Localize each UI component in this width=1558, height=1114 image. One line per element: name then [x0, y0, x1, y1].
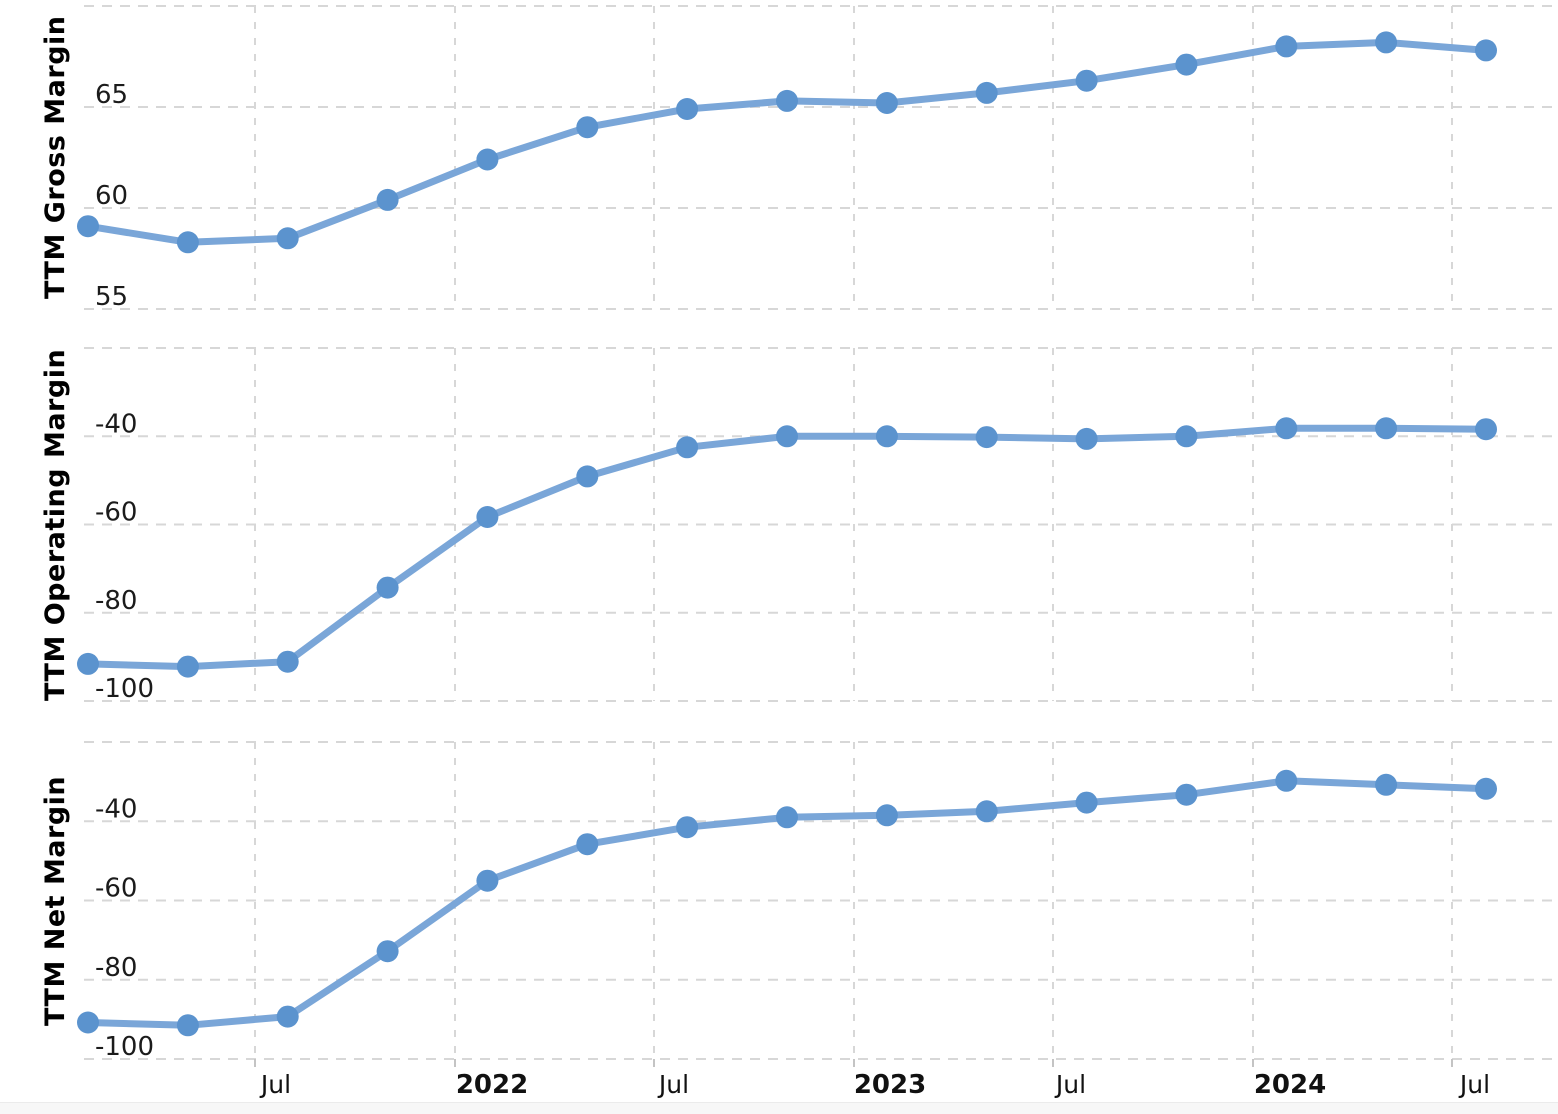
y-tick-label: -80: [95, 586, 137, 616]
data-point[interactable]: [1475, 777, 1497, 800]
data-point[interactable]: [1375, 31, 1398, 54]
data-point[interactable]: [376, 940, 399, 963]
y-axis-title-ttm-gross-margin: TTM Gross Margin: [40, 15, 71, 300]
data-line: [84, 38, 1490, 246]
y-tick-label: -100: [95, 1032, 154, 1062]
data-point[interactable]: [376, 188, 399, 211]
data-point[interactable]: [476, 869, 499, 892]
x-tick-label-2022: 2022: [455, 1070, 529, 1100]
data-point[interactable]: [875, 425, 898, 448]
data-point[interactable]: [376, 576, 399, 599]
data-point[interactable]: [1175, 425, 1198, 448]
y-tick-label: -40: [95, 409, 137, 439]
data-point[interactable]: [176, 1014, 199, 1037]
data-point[interactable]: [1275, 35, 1298, 58]
data-point[interactable]: [1075, 427, 1098, 450]
footer-strip: [0, 1102, 1558, 1114]
data-point[interactable]: [576, 116, 599, 139]
y-axis-title-ttm-operating-margin: TTM Operating Margin: [40, 348, 71, 701]
y-tick-label: 60: [95, 181, 128, 211]
data-point[interactable]: [875, 92, 898, 114]
data-point[interactable]: [776, 425, 798, 448]
data-point[interactable]: [975, 800, 998, 823]
data-point[interactable]: [276, 1005, 299, 1028]
data-point[interactable]: [476, 148, 499, 171]
data-point[interactable]: [176, 655, 199, 678]
data-point[interactable]: [1175, 783, 1198, 806]
data-point[interactable]: [776, 89, 798, 112]
data-point[interactable]: [1475, 418, 1497, 441]
data-point[interactable]: [776, 806, 798, 829]
y-tick-label: -60: [95, 874, 137, 904]
data-point[interactable]: [1075, 791, 1098, 814]
data-point[interactable]: [1275, 417, 1298, 440]
data-point[interactable]: [975, 426, 998, 449]
data-point[interactable]: [77, 215, 99, 238]
data-point[interactable]: [1175, 53, 1198, 76]
data-point[interactable]: [276, 227, 299, 250]
data-point[interactable]: [1375, 417, 1398, 440]
data-point[interactable]: [875, 804, 898, 827]
y-tick-label: 65: [95, 80, 128, 110]
data-point[interactable]: [176, 231, 199, 254]
x-tick-label-jul-2023: Jul: [1055, 1070, 1087, 1099]
x-tick-label-jul-2022: Jul: [658, 1070, 690, 1099]
data-point[interactable]: [1475, 39, 1497, 62]
y-tick-label: -40: [95, 794, 137, 824]
data-point[interactable]: [77, 1011, 99, 1034]
data-point[interactable]: [77, 652, 99, 675]
data-point[interactable]: [676, 98, 699, 120]
y-tick-label: 55: [95, 282, 128, 312]
data-point[interactable]: [676, 436, 699, 459]
data-point[interactable]: [676, 816, 699, 839]
data-point[interactable]: [576, 833, 599, 856]
data-line: [84, 424, 1490, 671]
data-point[interactable]: [1375, 773, 1398, 796]
data-point[interactable]: [1075, 69, 1098, 92]
data-point[interactable]: [276, 650, 299, 673]
y-tick-label: -80: [95, 953, 137, 983]
x-tick-label-jul-2021: Jul: [260, 1070, 292, 1099]
x-tick-label-2024: 2024: [1253, 1070, 1327, 1100]
y-axis-title-ttm-net-margin: TTM Net Margin: [40, 775, 71, 1026]
y-tick-label: -60: [95, 498, 137, 528]
x-tick-label-2023: 2023: [853, 1070, 927, 1100]
data-point[interactable]: [975, 81, 998, 104]
y-tick-label: -100: [95, 674, 154, 704]
data-point[interactable]: [476, 506, 499, 528]
x-tick-label-jul-2024: Jul: [1459, 1070, 1491, 1099]
data-point[interactable]: [1275, 769, 1298, 792]
data-point[interactable]: [576, 465, 599, 488]
